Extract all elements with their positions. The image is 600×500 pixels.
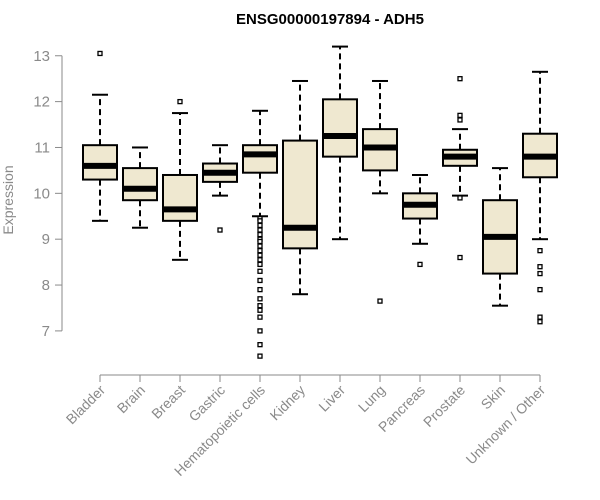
iqr-box — [162, 173, 198, 222]
outlier-point — [257, 342, 263, 348]
outlier-point — [417, 261, 423, 268]
outlier-point — [257, 261, 263, 268]
x-tick-label: Prostate — [420, 382, 468, 430]
outlier-point — [217, 227, 223, 233]
outlier-point — [257, 222, 263, 229]
outlier-point — [537, 247, 543, 254]
outlier-point — [257, 307, 263, 313]
iqr-box — [82, 144, 118, 181]
x-tick-label: Kidney — [267, 382, 309, 424]
box-unknown-other — [522, 70, 558, 325]
outlier-point — [377, 298, 383, 304]
y-tick-label: 9 — [42, 231, 50, 248]
y-tick-label: 8 — [42, 277, 50, 294]
box-brain — [122, 146, 158, 229]
box-pancreas — [402, 173, 438, 268]
outlier-point — [257, 328, 263, 334]
outlier-point — [97, 50, 103, 57]
outlier-point — [177, 98, 183, 105]
outlier-point — [257, 231, 263, 238]
box-bladder — [82, 50, 118, 222]
iqr-box — [122, 167, 158, 202]
outlier-point — [257, 268, 263, 274]
box-kidney — [282, 79, 318, 296]
x-tick-label: Lung — [355, 382, 388, 415]
outlier-point — [257, 277, 263, 284]
outlier-point — [537, 314, 543, 320]
outlier-point — [457, 76, 463, 82]
x-tick-label: Brain — [114, 382, 148, 416]
outlier-point — [257, 257, 263, 263]
outlier-point — [457, 254, 463, 261]
plot-area — [82, 45, 558, 359]
outlier-point — [257, 238, 263, 245]
x-tick-label: Skin — [478, 382, 509, 413]
y-tick-label: 12 — [33, 94, 50, 111]
outlier-point — [257, 286, 263, 293]
outlier-point — [457, 117, 463, 123]
box-prostate — [442, 76, 478, 261]
y-axis-label: Expression — [0, 165, 16, 234]
outlier-point — [537, 286, 543, 293]
y-tick-label: 7 — [42, 323, 50, 340]
outlier-point — [257, 227, 263, 233]
x-tick-label: Bladder — [63, 382, 109, 428]
y-axis: 7 8 9 10 11 12 13 — [33, 48, 63, 340]
box-breast — [162, 98, 198, 261]
outlier-point — [257, 243, 263, 249]
outlier-point — [257, 314, 263, 320]
box-hematopoietic-cells — [242, 109, 278, 359]
outlier-point — [257, 247, 263, 254]
outlier-point — [257, 252, 263, 258]
y-tick-label: 10 — [33, 185, 50, 202]
outlier-point — [537, 319, 543, 325]
box-gastric — [202, 144, 238, 233]
box-lung — [362, 79, 398, 304]
outlier-point — [257, 218, 263, 224]
chart-title: ENSG00000197894 - ADH5 — [236, 11, 424, 28]
outlier-point — [537, 270, 543, 277]
y-tick-label: 11 — [34, 139, 50, 156]
iqr-box — [282, 139, 318, 250]
y-tick-label: 13 — [33, 48, 50, 65]
outlier-point — [257, 303, 263, 309]
iqr-box — [322, 98, 358, 158]
outlier-point — [257, 296, 263, 302]
box-skin — [482, 167, 518, 307]
outlier-point — [457, 112, 463, 119]
iqr-box — [242, 144, 278, 174]
x-tick-label: Liver — [315, 382, 348, 415]
x-tick-label: Breast — [148, 382, 188, 422]
outlier-point — [537, 264, 543, 270]
outlier-point — [257, 353, 263, 359]
box-liver — [322, 45, 358, 241]
outlier-point — [457, 195, 463, 201]
